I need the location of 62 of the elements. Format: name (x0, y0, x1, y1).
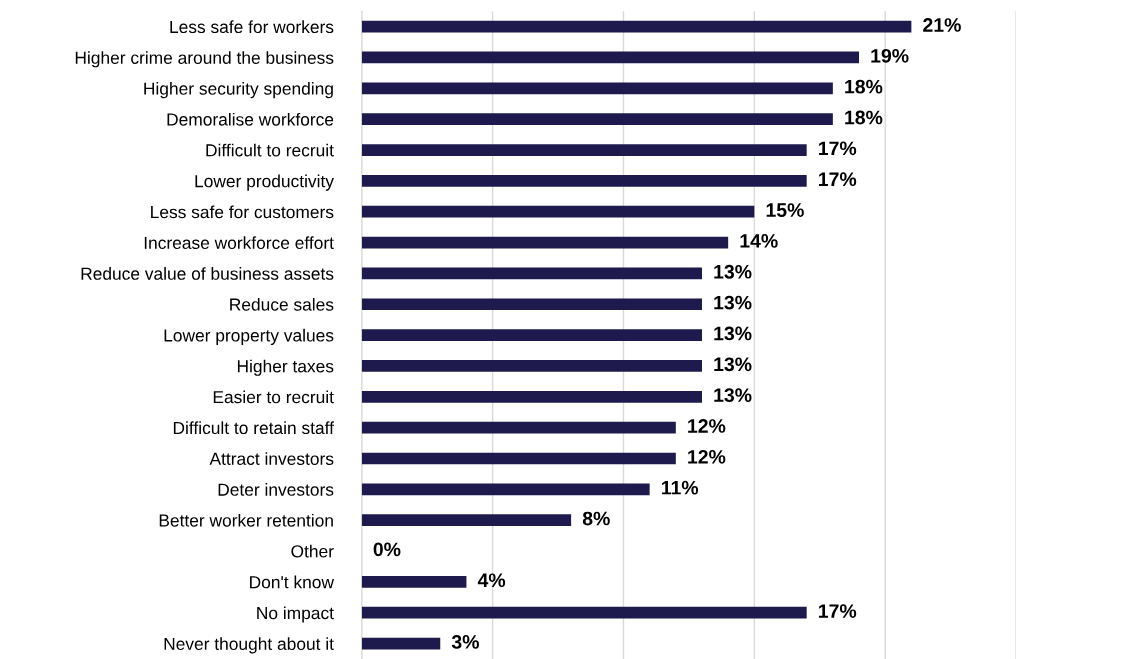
y-tick-label: Difficult to recruit (206, 143, 334, 157)
y-tick-label: Reduce sales (230, 297, 334, 311)
bar (361, 421, 676, 434)
bar (361, 205, 755, 218)
data-label: 13% (714, 388, 752, 403)
y-tick-label: Don't know (250, 575, 335, 589)
bar (361, 360, 702, 372)
bar (361, 576, 467, 588)
y-tick-label: Difficult to retain staff (173, 421, 334, 435)
data-label: 8% (582, 511, 610, 526)
y-tick-label: Higher crime around the business (75, 51, 334, 68)
bar (361, 113, 833, 126)
y-tick-label: Increase workforce effort (144, 236, 334, 250)
y-tick-label: Better worker retention (159, 513, 333, 527)
data-label: 18% (845, 110, 883, 125)
y-tick-label: Higher security spending (144, 82, 333, 99)
bar (361, 514, 572, 527)
data-label: 17% (819, 172, 857, 187)
data-label: 13% (714, 326, 752, 341)
bar (361, 51, 860, 64)
bar (361, 637, 441, 650)
data-label: 18% (845, 79, 883, 94)
data-label: 12% (688, 449, 726, 464)
bar (361, 175, 807, 187)
data-label: 14% (740, 234, 778, 248)
data-label: 13% (714, 264, 752, 279)
y-tick-label: Deter investors (218, 483, 334, 496)
bar (361, 606, 807, 619)
data-label: 0% (373, 542, 401, 557)
y-tick-label: Never thought about it (164, 637, 334, 654)
data-label: 17% (819, 141, 857, 156)
bar (361, 483, 650, 496)
y-tick-label: Lower productivity (195, 174, 334, 191)
y-tick-label: Less safe for workers (170, 20, 334, 34)
bar (361, 329, 702, 341)
data-label: 12% (688, 419, 726, 433)
y-tick-label: Less safe for customers (151, 205, 334, 219)
bar (361, 82, 833, 95)
y-tick-label: Other (291, 544, 334, 558)
data-label: 19% (871, 48, 909, 63)
y-tick-label: Attract investors (209, 452, 334, 465)
y-tick-label: Lower property values (164, 328, 334, 345)
bar (361, 267, 702, 280)
bar (361, 20, 912, 33)
bar (361, 390, 702, 403)
bar (361, 298, 702, 311)
data-label: 3% (451, 635, 479, 649)
bar (361, 236, 729, 249)
data-label: 13% (714, 295, 752, 310)
y-tick-label: Reduce value of business assets (81, 267, 334, 280)
y-tick-label: No impact (257, 606, 334, 623)
bar (361, 452, 676, 465)
data-label: 21% (923, 18, 961, 32)
data-label: 15% (766, 203, 804, 217)
y-tick-label: Demoralise workforce (167, 112, 334, 126)
y-tick-label: Easier to recruit (213, 390, 334, 404)
data-label: 4% (477, 573, 506, 588)
data-label: 17% (819, 604, 857, 618)
data-label: 13% (714, 357, 752, 372)
bar (361, 144, 807, 156)
y-tick-label: Higher taxes (237, 359, 334, 376)
data-label: 11% (661, 480, 699, 495)
